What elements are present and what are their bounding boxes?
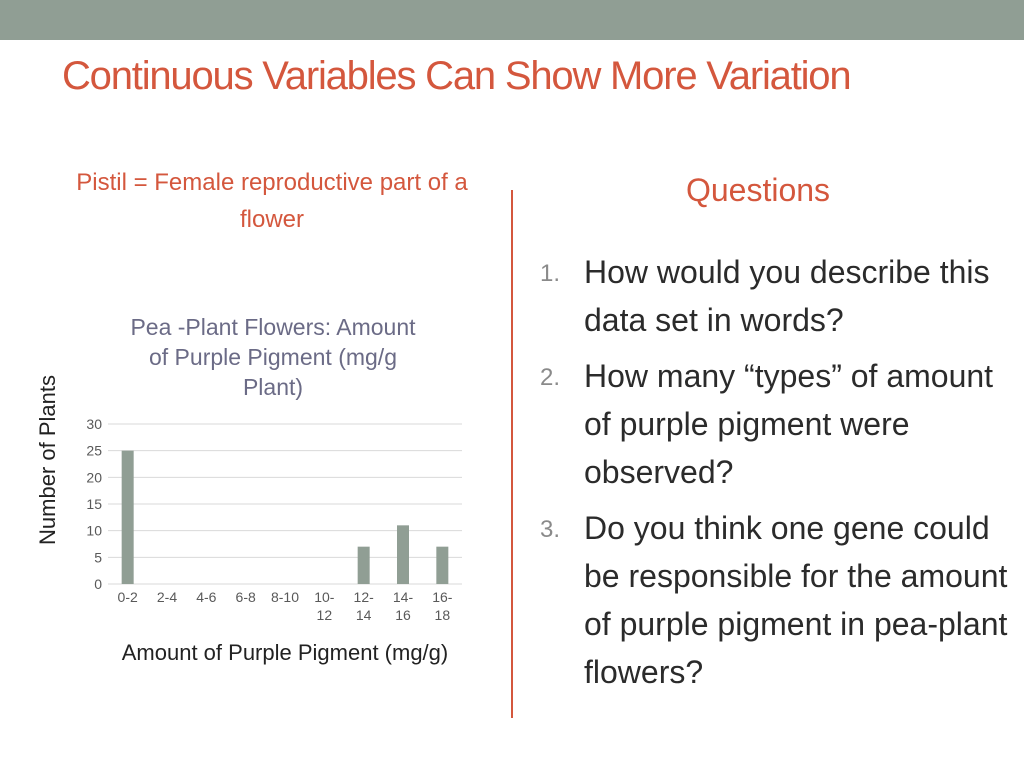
y-tick-label: 25: [86, 443, 102, 459]
y-tick-label: 0: [94, 576, 102, 592]
question-number: 1.: [540, 260, 561, 287]
question-text: Do you think one gene could be responsib…: [584, 510, 1008, 690]
x-axis-label: Amount of Purple Pigment (mg/g): [121, 640, 449, 665]
pistil-definition: Pistil = Female reproductive part of a f…: [76, 169, 468, 233]
x-tick-label: 16-18: [432, 589, 453, 623]
x-tick-label: 0-2: [118, 589, 138, 605]
y-tick-label: 10: [86, 523, 102, 539]
y-tick-label: 15: [86, 496, 102, 512]
questions-list: 1. How would you describe this data set …: [540, 248, 1010, 704]
chart-title: Pea -Plant Flowers: Amount of Purple Pig…: [130, 314, 416, 400]
vertical-divider: [511, 190, 513, 718]
question-item: 2. How many “types” of amount of purple …: [540, 352, 1010, 496]
x-tick-label: 14-16: [393, 589, 414, 623]
bar: [397, 525, 409, 584]
bar: [436, 546, 449, 584]
y-tick-label: 5: [94, 549, 102, 565]
questions-heading: Questions: [685, 172, 831, 208]
y-tick-label: 30: [86, 416, 102, 432]
x-tick-label: 8-10: [271, 589, 299, 605]
top-bar: [0, 0, 1024, 40]
x-tick-label: 10-12: [314, 589, 335, 623]
x-tick-label: 12-14: [354, 589, 375, 623]
question-number: 2.: [540, 364, 561, 391]
x-tick-label: 6-8: [236, 589, 256, 605]
question-item: 3. Do you think one gene could be respon…: [540, 504, 1010, 696]
question-text: How would you describe this data set in …: [584, 254, 990, 338]
y-tick-label: 20: [86, 469, 102, 485]
bar: [121, 450, 134, 584]
slide-title: Continuous Variables Can Show More Varia…: [62, 54, 852, 98]
x-tick-label: 4-6: [196, 589, 216, 605]
y-axis-label: Number of Plants: [35, 375, 60, 545]
bar-chart: 0 5 10 15 20 25 30 0-2 2-4 4-6 6-8 8-10 10-12 12-14 14…: [86, 416, 462, 623]
question-item: 1. How would you describe this data set …: [540, 248, 1010, 344]
bar: [357, 546, 370, 584]
question-number: 3.: [540, 516, 561, 543]
x-tick-label: 2-4: [157, 589, 177, 605]
question-text: How many “types” of amount of purple pig…: [584, 358, 994, 490]
